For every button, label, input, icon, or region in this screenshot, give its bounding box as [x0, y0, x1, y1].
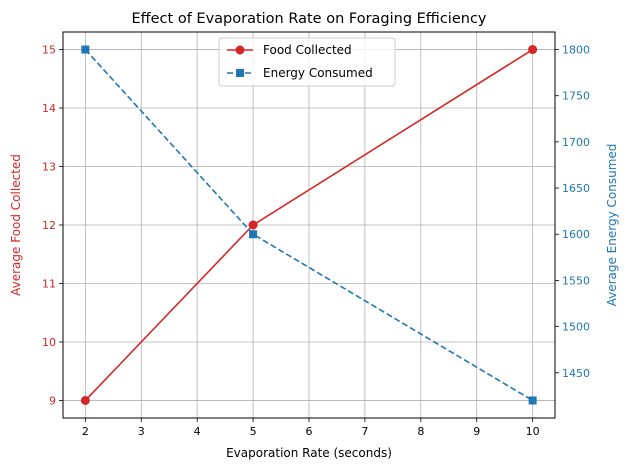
legend-marker-food-collected — [235, 45, 245, 55]
y-left-tick-label: 14 — [42, 102, 56, 115]
y-left-tick-label: 13 — [42, 161, 56, 174]
x-tick-label: 2 — [82, 425, 89, 438]
y-right-tick-label: 1550 — [562, 274, 590, 287]
x-tick-label: 10 — [526, 425, 540, 438]
y-left-tick-label: 11 — [42, 277, 56, 290]
grid-layer — [63, 32, 555, 418]
y-axis-left-label: Average Food Collected — [9, 154, 23, 296]
y-right-tick-label: 1700 — [562, 136, 590, 149]
data-point-food-collected — [248, 220, 258, 230]
y-right-tick-label: 1600 — [562, 228, 590, 241]
x-tick-label: 3 — [138, 425, 145, 438]
y-left-tick-label: 9 — [49, 394, 56, 407]
data-point-energy-consumed — [81, 45, 90, 54]
data-point-food-collected — [80, 395, 90, 405]
x-tick-label: 8 — [417, 425, 424, 438]
x-tick-label: 5 — [250, 425, 257, 438]
legend-box — [218, 37, 396, 87]
axes-layer: 2 3 4 5 6 7 8 9 10 9 10 11 12 13 14 15 1450 1500 1550 1600 1… — [42, 44, 590, 438]
legend-entries: Food Collected Energy Consumed — [227, 43, 373, 80]
y-left-tick-label: 12 — [42, 219, 56, 232]
y-left-tick-label: 15 — [42, 44, 56, 57]
x-tick-label: 9 — [473, 425, 480, 438]
data-point-food-collected — [528, 45, 538, 55]
y-right-tick-label: 1650 — [562, 182, 590, 195]
y-right-tick-label: 1750 — [562, 90, 590, 103]
legend: Food Collected Energy Consumed — [218, 37, 396, 87]
legend-label-food-collected: Food Collected — [263, 43, 352, 57]
x-tick-label: 7 — [361, 425, 368, 438]
data-point-energy-consumed — [528, 396, 537, 405]
x-tick-label: 6 — [306, 425, 313, 438]
y-left-tick-label: 10 — [42, 336, 56, 349]
y-axis-right-label: Average Energy Consumed — [605, 144, 619, 307]
x-tick-label: 4 — [194, 425, 201, 438]
y-right-tick-label: 1450 — [562, 367, 590, 380]
series-layer — [80, 45, 538, 405]
y-right-tick-label: 1800 — [562, 44, 590, 57]
x-axis-label: Evaporation Rate (seconds) — [226, 446, 392, 460]
legend-label-energy-consumed: Energy Consumed — [263, 66, 373, 80]
series-line-energy-consumed — [84, 49, 534, 402]
y-right-tick-label: 1500 — [562, 321, 590, 334]
chart-title: Effect of Evaporation Rate on Foraging E… — [131, 11, 486, 27]
legend-marker-energy-consumed — [236, 69, 244, 77]
data-point-energy-consumed — [249, 230, 258, 239]
